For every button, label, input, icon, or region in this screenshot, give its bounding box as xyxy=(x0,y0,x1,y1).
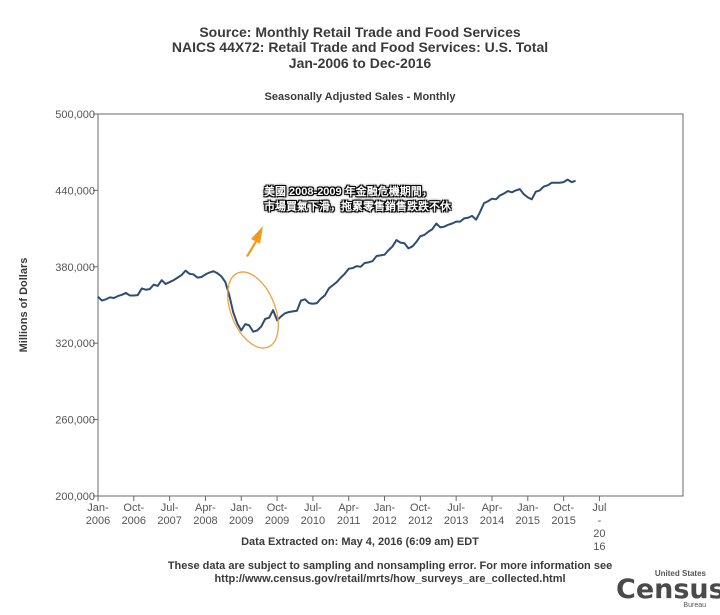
logo-main-text: Census xyxy=(616,574,720,605)
annotation-text: 美國 2008-2009 年金融危機期間， 市場買氣下滑，拖累零售銷售跌跌不休 xyxy=(264,185,451,215)
y-tick-label: 200,000 xyxy=(55,491,95,503)
x-tick-label: Oct-2012 xyxy=(408,502,432,527)
y-axis-label: Millions of Dollars xyxy=(18,258,30,353)
x-tick-label: Jul -20 16 xyxy=(592,502,606,553)
x-tick-label: Oct-2015 xyxy=(551,502,575,527)
x-tick-label: Jul-2010 xyxy=(301,502,325,527)
x-tick-label: Apr-2014 xyxy=(480,502,504,527)
census-bureau-logo: United States Census Bureau xyxy=(616,569,720,609)
annotation-line-1: 美國 2008-2009 年金融危機期間， xyxy=(264,186,433,198)
x-axis: Jan-2006 Oct-2006 Jul-2007 Apr-2008 Jan-2009… xyxy=(86,496,606,553)
annotation-arrow xyxy=(246,226,263,257)
chart-title-line-3: Jan-2006 to Dec-2016 xyxy=(288,55,432,71)
y-tick-label: 320,000 xyxy=(55,338,95,350)
x-tick-label: Jan-2012 xyxy=(372,502,396,527)
x-tick-label: Jan-2006 xyxy=(86,502,110,527)
footnote-line-2: http://www.census.gov/retail/mrts/how_su… xyxy=(214,573,566,585)
chart-subtitle: Seasonally Adjusted Sales - Monthly xyxy=(264,91,456,103)
y-tick-label: 380,000 xyxy=(55,262,95,274)
x-tick-label: Apr-2011 xyxy=(337,502,361,527)
x-tick-label: Jul-2007 xyxy=(157,502,181,527)
x-tick-label: Oct-2009 xyxy=(265,502,289,527)
chart-title-line-1: Source: Monthly Retail Trade and Food Se… xyxy=(199,24,521,40)
y-tick-label: 440,000 xyxy=(55,185,95,197)
data-extracted-note: Data Extracted on: May 4, 2016 (6:09 am)… xyxy=(241,536,479,548)
logo-top-text: United States xyxy=(654,569,706,578)
y-tick-label: 260,000 xyxy=(55,415,95,427)
y-tick-label: 500,000 xyxy=(55,109,95,121)
series-line xyxy=(97,178,576,333)
x-tick-label: Jul-2013 xyxy=(444,502,468,527)
highlight-ellipse xyxy=(227,271,279,349)
x-tick-label: Jan-2015 xyxy=(516,502,540,527)
x-tick-label: Oct-2006 xyxy=(122,502,146,527)
footnote-line-1: These data are subject to sampling and n… xyxy=(167,560,613,572)
x-tick-label: Apr-2008 xyxy=(193,502,217,527)
logo-bottom-text: Bureau xyxy=(683,602,706,609)
annotation-line-2: 市場買氣下滑，拖累零售銷售跌跌不休 xyxy=(264,201,451,213)
y-axis: 200,000 260,000 320,000 380,000 440,000 500,0… xyxy=(55,109,98,503)
chart-title-line-2: NAICS 44X72: Retail Trade and Food Servi… xyxy=(171,39,549,55)
x-tick-label: Jan-2009 xyxy=(229,502,253,527)
plot-frame xyxy=(97,113,684,497)
